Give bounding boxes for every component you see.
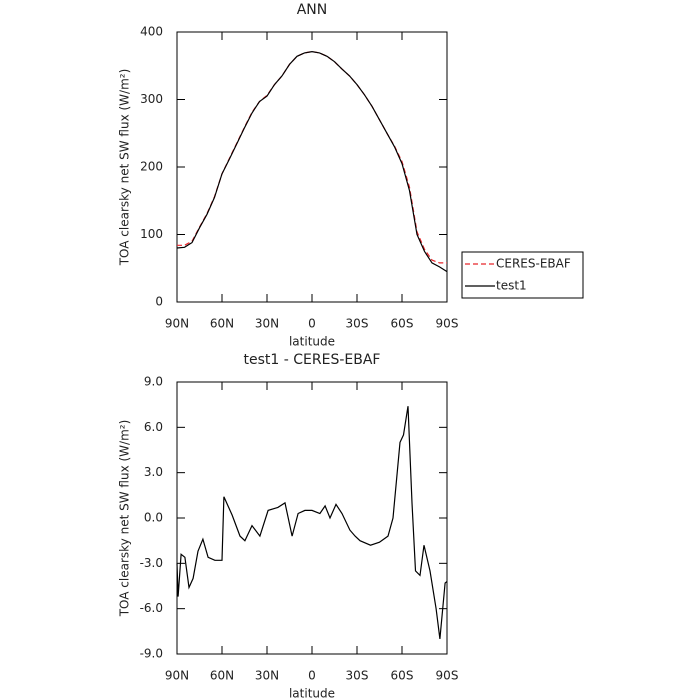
x-tick-label: 60N bbox=[210, 669, 234, 683]
x-tick-label: 90S bbox=[436, 317, 459, 331]
x-tick-label: 0 bbox=[308, 669, 316, 683]
y-tick-label: 9.0 bbox=[144, 375, 163, 389]
x-tick-label: 90N bbox=[165, 317, 189, 331]
x-tick-label: 30S bbox=[346, 317, 369, 331]
plot-frame bbox=[176, 31, 448, 303]
y-axis-label: TOA clearsky net SW flux (W/m²) bbox=[118, 69, 132, 267]
x-tick-label: 30N bbox=[255, 669, 279, 683]
x-axis-label: latitude bbox=[289, 335, 335, 349]
y-tick-label: 3.0 bbox=[144, 465, 163, 479]
x-tick-label: 30S bbox=[346, 669, 369, 683]
y-tick-label: 0 bbox=[155, 295, 163, 309]
x-tick-label: 60S bbox=[391, 317, 414, 331]
data-line bbox=[177, 50, 447, 264]
y-tick-label: -9.0 bbox=[140, 647, 163, 661]
x-tick-label: 90N bbox=[165, 669, 189, 683]
y-tick-label: 400 bbox=[140, 25, 163, 39]
y-tick-label: -6.0 bbox=[140, 601, 163, 615]
legend-box bbox=[461, 251, 584, 299]
data-line bbox=[176, 50, 448, 273]
y-tick-label: 6.0 bbox=[144, 420, 163, 434]
plot-frame bbox=[176, 381, 448, 655]
y-tick-label: 0.0 bbox=[144, 511, 163, 525]
y-tick-label: 300 bbox=[140, 92, 163, 106]
legend-label: test1 bbox=[496, 279, 527, 293]
data-line bbox=[176, 406, 448, 639]
y-tick-label: 100 bbox=[140, 227, 163, 241]
x-tick-label: 0 bbox=[308, 317, 316, 331]
x-tick-label: 30N bbox=[255, 317, 279, 331]
x-tick-label: 60N bbox=[210, 317, 234, 331]
legend-label: CERES-EBAF bbox=[496, 257, 571, 271]
y-tick-label: -3.0 bbox=[140, 556, 163, 570]
chart-title: test1 - CERES-EBAF bbox=[244, 352, 381, 368]
x-tick-label: 60S bbox=[391, 669, 414, 683]
chart-title: ANN bbox=[297, 2, 328, 18]
y-axis-label: TOA clearsky net SW flux (W/m²) bbox=[118, 420, 132, 618]
y-tick-label: 200 bbox=[140, 160, 163, 174]
x-tick-label: 90S bbox=[436, 669, 459, 683]
x-axis-label: latitude bbox=[289, 687, 335, 700]
